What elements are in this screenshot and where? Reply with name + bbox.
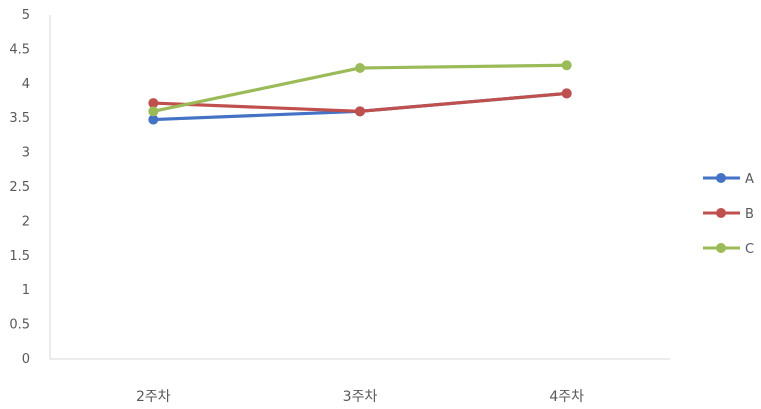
legend: A B C <box>703 172 754 257</box>
y-tick-label: 5 <box>22 8 30 23</box>
data-point <box>148 106 159 117</box>
data-point <box>148 98 159 109</box>
series-layer <box>148 60 572 125</box>
data-point <box>148 114 159 125</box>
legend-marker <box>716 243 726 253</box>
y-tick-label: 1.5 <box>9 249 30 264</box>
plot-area: 0 0.5 1 1.5 2 2.5 3 3.5 4 4.5 5 2주차 3주차 4주차 <box>9 8 670 405</box>
legend-item-a: A <box>703 172 754 187</box>
legend-marker <box>716 173 726 183</box>
legend-item-c: C <box>703 242 754 257</box>
data-point <box>561 88 572 99</box>
x-category-label: 2주차 <box>136 389 171 405</box>
y-tick-label: 3 <box>22 146 30 161</box>
legend-item-b: B <box>703 207 754 222</box>
legend-marker <box>716 208 726 218</box>
x-category-label: 4주차 <box>549 389 584 405</box>
series-c <box>148 60 572 117</box>
data-point <box>355 62 365 73</box>
y-tick-label: 0.5 <box>9 318 30 333</box>
y-tick-label: 2 <box>22 214 30 229</box>
y-tick-label: 4 <box>22 77 30 92</box>
y-tick-labels: 0 0.5 1 1.5 2 2.5 3 3.5 4 4.5 5 <box>9 8 30 367</box>
y-tick-label: 1 <box>22 283 30 298</box>
x-category-label: 3주차 <box>343 389 378 405</box>
data-point <box>355 106 365 117</box>
y-tick-label: 2.5 <box>9 180 30 195</box>
series-b <box>148 88 572 117</box>
y-tick-label: 3.5 <box>9 111 30 126</box>
data-point <box>561 60 572 71</box>
legend-label: C <box>745 242 754 257</box>
y-tick-label: 0 <box>22 352 30 367</box>
y-tick-label: 4.5 <box>9 42 30 57</box>
legend-label: A <box>745 172 754 187</box>
legend-label: B <box>745 207 754 222</box>
x-category-labels: 2주차 3주차 4주차 <box>136 389 584 405</box>
